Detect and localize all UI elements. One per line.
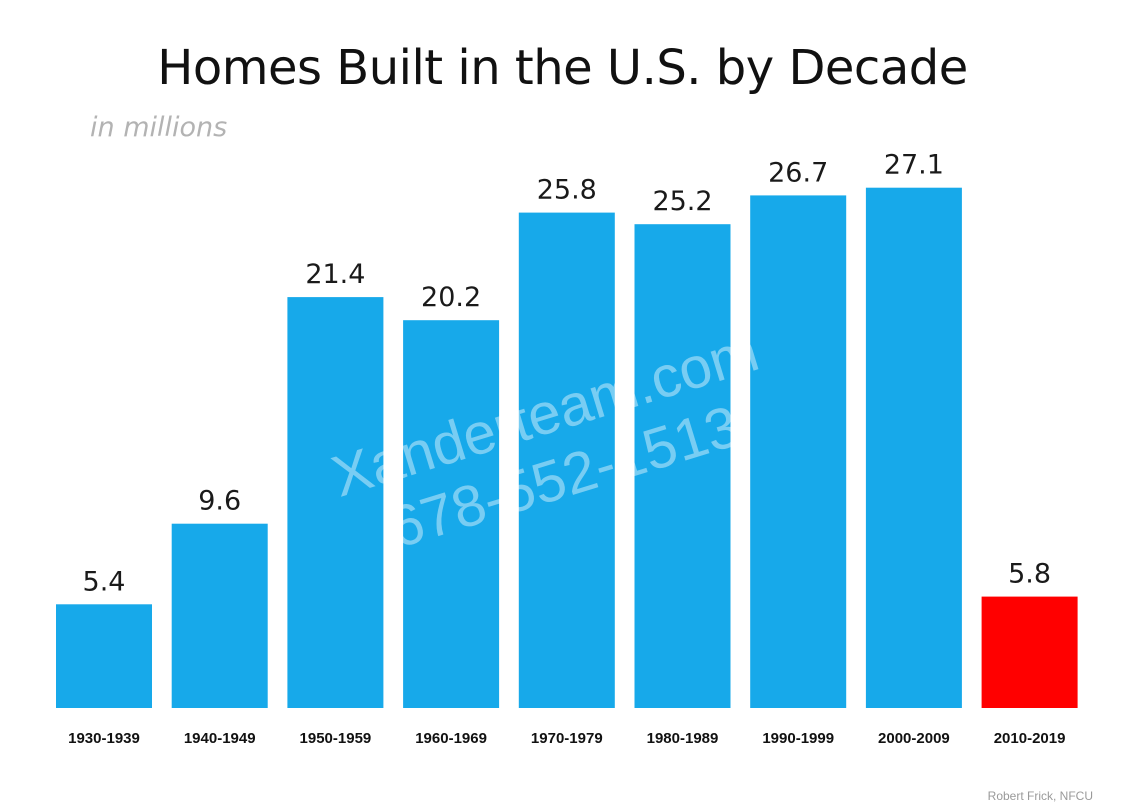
chart-subtitle: in millions: [90, 112, 228, 143]
tick-label-2000-2009: 2000-2009: [878, 730, 950, 747]
value-label-1990-1999: 26.7: [768, 157, 828, 188]
bar-2000-2009: [865, 187, 962, 708]
bar-1950-1959: [287, 297, 384, 708]
tick-label-1960-1969: 1960-1969: [415, 730, 487, 747]
value-label-1960-1969: 20.2: [421, 282, 481, 313]
x-axis-tick-labels: 1930-1939 1940-1949 1950-1959 1960-1969 1970…: [68, 730, 1065, 747]
bar-1940-1949: [171, 523, 268, 708]
value-labels-group: 5.4 9.6 21.4 20.2 25.8 25.2 26.7 27.1 5.8: [83, 150, 1052, 598]
bar-1970-1979: [518, 212, 615, 708]
value-label-2000-2009: 27.1: [884, 150, 944, 181]
tick-label-2010-2019: 2010-2019: [994, 730, 1066, 747]
value-label-1950-1959: 21.4: [305, 259, 365, 290]
tick-label-1950-1959: 1950-1959: [300, 730, 372, 747]
bar-1990-1999: [750, 195, 847, 708]
value-label-1970-1979: 25.8: [537, 175, 597, 206]
value-label-1980-1989: 25.2: [652, 186, 712, 217]
bars-group: [56, 187, 1078, 708]
value-label-1940-1949: 9.6: [198, 486, 241, 517]
value-label-2010-2019: 5.8: [1008, 559, 1051, 590]
bar-1960-1969: [403, 320, 500, 708]
bar-2010-2019: [981, 596, 1078, 708]
bar-1980-1989: [634, 224, 731, 708]
tick-label-1980-1989: 1980-1989: [647, 730, 719, 747]
bar-1930-1939: [56, 604, 152, 708]
tick-label-1990-1999: 1990-1999: [762, 730, 834, 747]
chart-title: Homes Built in the U.S. by Decade: [157, 40, 968, 96]
tick-label-1970-1979: 1970-1979: [531, 730, 603, 747]
tick-label-1940-1949: 1940-1949: [184, 730, 256, 747]
source-credit: Robert Frick, NFCU: [987, 789, 1093, 803]
tick-label-1930-1939: 1930-1939: [68, 730, 140, 747]
value-label-1930-1939: 5.4: [83, 566, 126, 597]
